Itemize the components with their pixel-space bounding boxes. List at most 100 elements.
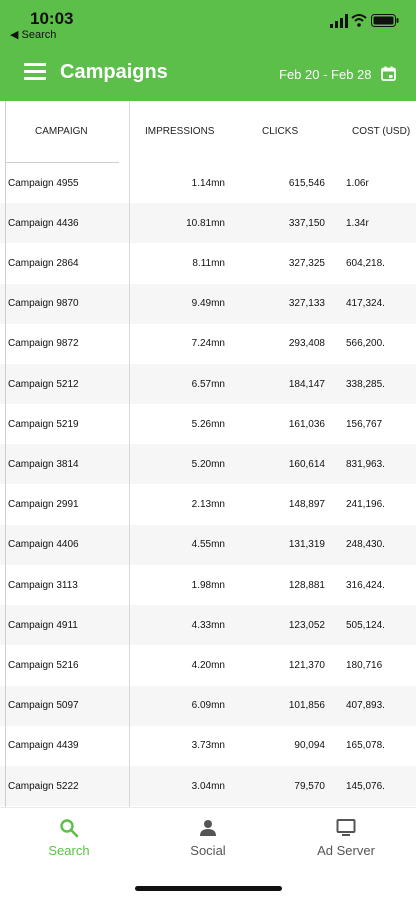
table-row[interactable]: Campaign 4955 1.14mn 615,546 1.06r — [0, 163, 416, 203]
tab-ad-server[interactable]: Ad Server — [286, 808, 406, 868]
table-row[interactable]: Campaign 5219 5.26mn 161,036 156,767 — [0, 404, 416, 444]
table-row[interactable]: Campaign 5216 4.20mn 121,370 180,716 — [0, 645, 416, 685]
campaign-name-cell: Campaign 5219 — [8, 418, 79, 430]
impressions-cell: 3.73mn — [191, 740, 225, 752]
impressions-cell: 1.14mn — [191, 177, 225, 189]
campaign-name-cell: Campaign 5222 — [8, 780, 79, 792]
table-row[interactable]: Campaign 5222 3.04mn 79,570 145,076. — [0, 766, 416, 806]
clicks-cell: 90,094 — [294, 740, 325, 752]
impressions-cell: 8.11mn — [192, 257, 225, 269]
search-icon — [60, 819, 79, 838]
campaign-name-cell: Campaign 2991 — [8, 499, 79, 511]
tab-search[interactable]: Search — [9, 808, 129, 868]
table-row[interactable]: Campaign 5097 6.09mn 101,856 407,893. — [0, 685, 416, 726]
table-row[interactable]: Campaign 9872 7.24mn 293,408 566,200. — [0, 324, 416, 364]
clicks-cell: 327,325 — [288, 257, 325, 269]
impressions-cell: 9.49mn — [191, 298, 225, 310]
impressions-cell: 5.20mn — [191, 458, 225, 470]
cost-cell: 604,218. — [346, 257, 385, 269]
cost-cell: 566,200. — [346, 338, 385, 350]
table-row[interactable]: Campaign 2991 2.13mn 148,897 241,196. — [0, 485, 416, 525]
battery-icon — [371, 14, 399, 27]
clicks-cell: 327,133 — [288, 298, 325, 310]
impressions-cell: 7.24mn — [191, 338, 225, 350]
bottom-tab-bar: Search Social Ad Server — [0, 807, 416, 901]
tab-label: Social — [190, 843, 226, 858]
table-row[interactable]: Campaign 9870 9.49mn 327,133 417,324. — [0, 283, 416, 324]
cost-cell: 505,124. — [346, 619, 385, 631]
clicks-cell: 148,897 — [288, 499, 325, 511]
app-header: 10:03 ◀ Search Campaigns Feb 20 - Feb 28 — [0, 0, 416, 101]
impressions-cell: 2.13mn — [191, 499, 225, 511]
impressions-cell: 6.57mn — [191, 378, 225, 390]
table-row[interactable]: Campaign 4436 10.81mn 337,150 1.34r — [0, 203, 416, 244]
status-bar: 10:03 ◀ Search — [0, 0, 416, 44]
impressions-cell: 1.98mn — [191, 579, 225, 591]
table-row[interactable]: Campaign 3113 1.98mn 128,881 316,424. — [0, 565, 416, 605]
calendar-icon[interactable] — [381, 66, 396, 81]
wifi-icon — [351, 14, 367, 27]
campaign-name-cell: Campaign 2864 — [8, 257, 79, 269]
campaign-name-cell: Campaign 9870 — [8, 298, 79, 310]
clicks-cell: 121,370 — [288, 659, 325, 671]
table-row[interactable]: Campaign 4911 4.33mn 123,052 505,124. — [0, 605, 416, 646]
campaign-name-cell: Campaign 4911 — [8, 619, 78, 631]
cost-cell: 1.34r — [346, 217, 369, 229]
table-row[interactable]: Campaign 2864 8.11mn 327,325 604,218. — [0, 243, 416, 283]
column-header-impressions[interactable]: IMPRESSIONS — [145, 126, 215, 137]
clicks-cell: 337,150 — [288, 217, 325, 229]
campaign-name-cell: Campaign 4439 — [8, 740, 79, 752]
table-left-border — [5, 101, 6, 807]
header-divider — [5, 162, 119, 163]
table-row[interactable]: Campaign 3814 5.20mn 160,614 831,963. — [0, 444, 416, 485]
impressions-cell: 6.09mn — [191, 700, 225, 712]
campaign-table[interactable]: CAMPAIGN IMPRESSIONS CLICKS COST (USD) C… — [0, 101, 416, 807]
tab-social[interactable]: Social — [148, 808, 268, 868]
cost-cell: 417,324. — [346, 298, 385, 310]
column-header-clicks[interactable]: CLICKS — [262, 126, 299, 137]
campaign-name-cell: Campaign 5212 — [8, 378, 79, 390]
back-to-search-link[interactable]: ◀ Search — [10, 29, 57, 41]
date-range-button[interactable]: Feb 20 - Feb 28 — [279, 67, 372, 82]
menu-icon[interactable] — [24, 62, 46, 80]
campaign-name-cell: Campaign 4955 — [8, 177, 79, 189]
campaign-name-cell: Campaign 3814 — [8, 458, 79, 470]
cost-cell: 156,767 — [346, 418, 383, 430]
home-indicator — [135, 886, 282, 891]
clicks-cell: 615,546 — [288, 177, 325, 189]
tab-label: Search — [48, 843, 90, 858]
table-row[interactable]: Campaign 5212 6.57mn 184,147 338,285. — [0, 364, 416, 404]
page-title: Campaigns — [60, 61, 168, 83]
campaign-name-cell: Campaign 4406 — [8, 539, 79, 551]
campaign-name-cell: Campaign 5097 — [8, 700, 79, 712]
impressions-cell: 4.33mn — [191, 619, 225, 631]
cost-cell: 145,076. — [346, 780, 385, 792]
cost-cell: 180,716 — [346, 659, 383, 671]
impressions-cell: 5.26mn — [191, 418, 225, 430]
frozen-column-divider — [129, 101, 130, 807]
cost-cell: 241,196. — [346, 499, 385, 511]
clicks-cell: 123,052 — [288, 619, 325, 631]
clicks-cell: 131,319 — [288, 539, 325, 551]
person-icon — [200, 820, 216, 836]
campaign-name-cell: Campaign 5216 — [8, 659, 79, 671]
signal-icon — [330, 14, 348, 28]
clicks-cell: 161,036 — [288, 418, 325, 430]
cost-cell: 248,430. — [346, 539, 385, 551]
clicks-cell: 79,570 — [294, 780, 325, 792]
status-time: 10:03 — [30, 9, 74, 28]
impressions-cell: 10.81mn — [186, 217, 225, 229]
clicks-cell: 293,408 — [288, 338, 325, 350]
table-row[interactable]: Campaign 4406 4.55mn 131,319 248,430. — [0, 524, 416, 565]
table-row[interactable]: Campaign 4439 3.73mn 90,094 165,078. — [0, 726, 416, 766]
impressions-cell: 3.04mn — [191, 780, 225, 792]
column-header-campaign[interactable]: CAMPAIGN — [35, 126, 88, 137]
cost-cell: 165,078. — [346, 740, 385, 752]
impressions-cell: 4.55mn — [191, 539, 225, 551]
clicks-cell: 128,881 — [288, 579, 325, 591]
column-header-cost[interactable]: COST (USD) — [352, 126, 411, 137]
cost-cell: 407,893. — [346, 700, 385, 712]
cost-cell: 338,285. — [346, 378, 385, 390]
impressions-cell: 4.20mn — [191, 659, 225, 671]
clicks-cell: 184,147 — [288, 378, 325, 390]
